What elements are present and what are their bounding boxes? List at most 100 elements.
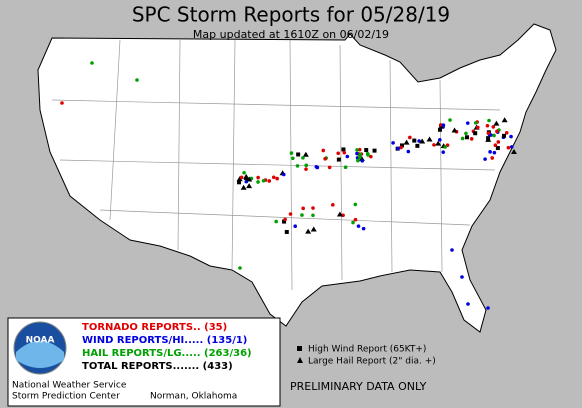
report (469, 137, 474, 141)
notice: PRELIMINARY DATA ONLY (290, 380, 427, 393)
report-large-hail (510, 148, 517, 154)
report (492, 133, 496, 138)
report (439, 123, 443, 127)
report (369, 154, 373, 159)
report (360, 159, 365, 163)
report-large-hail (501, 117, 508, 123)
report (256, 180, 260, 184)
report (311, 213, 315, 218)
report (358, 155, 362, 160)
report (301, 206, 305, 211)
report (300, 213, 304, 217)
report (256, 175, 260, 180)
report (438, 138, 442, 142)
report (355, 148, 359, 152)
report-high-wind (486, 136, 491, 141)
report (486, 131, 491, 135)
state-lines (51, 39, 501, 291)
report (343, 165, 348, 170)
report (460, 275, 464, 279)
report (496, 140, 501, 144)
report (135, 78, 139, 82)
report-large-hail (246, 176, 253, 182)
report (361, 226, 366, 231)
report (301, 156, 305, 160)
report (275, 176, 279, 181)
report (238, 266, 242, 270)
report (441, 150, 446, 154)
report-high-wind (341, 147, 346, 152)
report (353, 202, 358, 207)
report (261, 179, 266, 183)
report (267, 179, 272, 183)
report (239, 175, 244, 180)
legend-item: TOTAL REPORTS....... (433) (82, 361, 233, 372)
report-high-wind (412, 138, 417, 143)
report-large-hail (426, 136, 433, 142)
report (345, 154, 350, 159)
report-high-wind (372, 148, 377, 153)
report (399, 145, 403, 150)
report (60, 101, 64, 105)
report (417, 139, 421, 143)
location: Norman, Oklahoma (150, 392, 237, 402)
legend-item: WIND REPORTS/HI..... (135/1) (82, 335, 247, 346)
report-large-hail (305, 228, 312, 234)
report (288, 212, 293, 216)
report (506, 145, 511, 150)
report-high-wind (296, 152, 301, 157)
report (293, 224, 298, 229)
report-high-wind (464, 135, 469, 140)
legend-item: TORNADO REPORTS.. (35) (82, 322, 227, 333)
report (490, 156, 495, 160)
large-hail-icon (297, 357, 303, 363)
report-large-hail (302, 151, 309, 157)
agency: National Weather Service (12, 381, 127, 391)
report (356, 224, 361, 228)
report-high-wind (495, 146, 500, 151)
report (464, 131, 468, 136)
report (450, 248, 454, 252)
legend-item: HAIL REPORTS/LG..... (263/36) (82, 348, 252, 359)
report (432, 143, 436, 147)
high-wind-icon (297, 346, 302, 351)
report (353, 217, 358, 222)
report (443, 145, 448, 149)
report (476, 125, 480, 130)
report (336, 151, 341, 156)
report (351, 220, 355, 225)
report (289, 151, 294, 155)
report (488, 150, 492, 154)
report-large-hail (240, 184, 247, 190)
report (283, 217, 287, 222)
report (396, 146, 400, 151)
report (357, 147, 362, 152)
report (331, 203, 335, 207)
report-large-hail (246, 183, 253, 189)
report (271, 175, 276, 180)
report (448, 118, 452, 122)
report-high-wind (438, 127, 443, 132)
report (356, 158, 360, 163)
report-large-hail (243, 173, 250, 179)
report (406, 149, 411, 154)
report-large-hail (310, 226, 317, 232)
report (509, 134, 513, 139)
report (487, 118, 491, 123)
report-markers (60, 61, 517, 310)
report-large-hail (493, 120, 500, 126)
report-high-wind (473, 131, 478, 136)
report (304, 163, 309, 168)
logo-text: NOAA (26, 336, 55, 346)
report-high-wind (415, 143, 420, 148)
report (486, 306, 490, 310)
subtitle: Map updated at 1610Z on 06/02/19 (193, 28, 389, 41)
report (291, 156, 295, 161)
report (274, 219, 278, 224)
report (483, 157, 487, 161)
report (485, 123, 490, 128)
report (321, 148, 326, 153)
us-outline (37, 23, 557, 333)
report-large-hail (419, 138, 426, 144)
